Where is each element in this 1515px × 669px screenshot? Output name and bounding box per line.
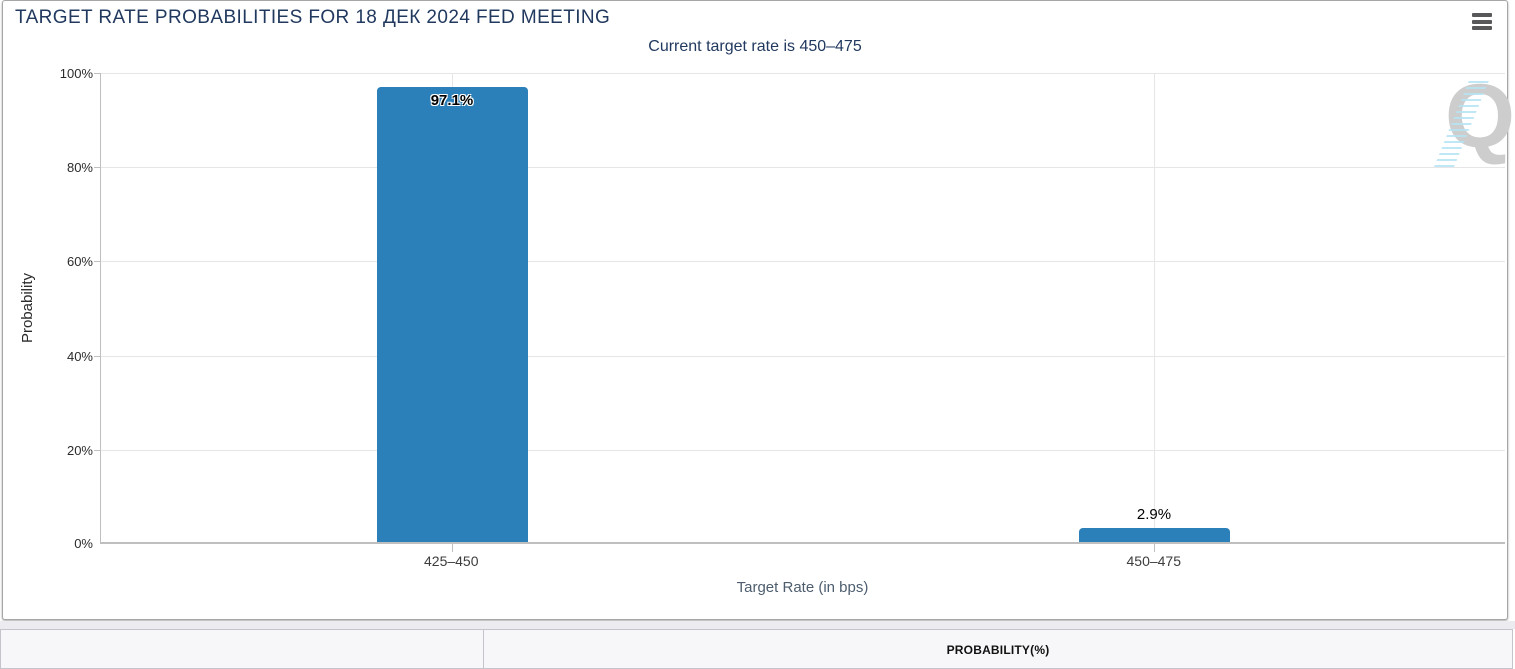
hamburger-bar — [1472, 26, 1492, 30]
bar-425-450[interactable]: 97.1% — [376, 86, 528, 542]
table-header-cell-probability: PROBABILITY(%) — [946, 643, 1050, 657]
chart-subtitle: Current target rate is 450–475 — [648, 38, 862, 55]
y-axis-tick — [94, 261, 100, 262]
chart-title: TARGET RATE PROBABILITIES FOR 18 ДЕК 202… — [15, 7, 611, 28]
gridline-horizontal — [101, 261, 1505, 262]
x-category-label: 425–450 — [423, 553, 479, 569]
y-tick-label: 20% — [66, 443, 93, 458]
hamburger-bar — [1472, 19, 1492, 24]
plot-area: 97.1% 2.9% — [94, 73, 1505, 552]
y-tick-label: 60% — [66, 254, 93, 269]
y-tick-label: 100% — [59, 66, 93, 81]
probability-table-header-row: PROBABILITY(%) — [0, 629, 1513, 669]
gridline-vertical — [1154, 73, 1155, 542]
y-tick-label: 0% — [74, 536, 93, 551]
chart-panel: TARGET RATE PROBABILITIES FOR 18 ДЕК 202… — [2, 0, 1515, 620]
x-category-label: 450–475 — [1126, 553, 1182, 569]
y-axis-tick-labels: 100% 80% 60% 40% 20% 0% — [3, 66, 93, 551]
x-axis-category-labels: 425–450 450–475 — [100, 553, 1505, 573]
y-axis-tick — [94, 356, 100, 357]
y-axis-tick — [94, 73, 100, 74]
panel-table-gap — [0, 621, 1515, 629]
gridline-horizontal — [101, 73, 1505, 74]
gridline-horizontal — [101, 450, 1505, 451]
bar-450-475[interactable]: 2.9% — [1078, 506, 1230, 542]
x-axis-tick — [1154, 544, 1155, 552]
y-tick-label: 80% — [66, 160, 93, 175]
bar-value-label: 2.9% — [1136, 506, 1172, 524]
bar-value-label: 97.1% — [430, 91, 474, 109]
x-axis-title: Target Rate (in bps) — [736, 579, 869, 596]
table-header-cell-blank — [1, 630, 484, 668]
y-axis-tick — [94, 450, 100, 451]
y-axis-tick — [94, 167, 100, 168]
x-axis-tick — [452, 544, 453, 552]
hamburger-menu-icon[interactable] — [1471, 13, 1493, 31]
gridline-horizontal — [101, 167, 1505, 168]
gridline-horizontal — [101, 356, 1505, 357]
y-tick-label: 40% — [66, 349, 93, 364]
hamburger-bar — [1472, 13, 1492, 17]
